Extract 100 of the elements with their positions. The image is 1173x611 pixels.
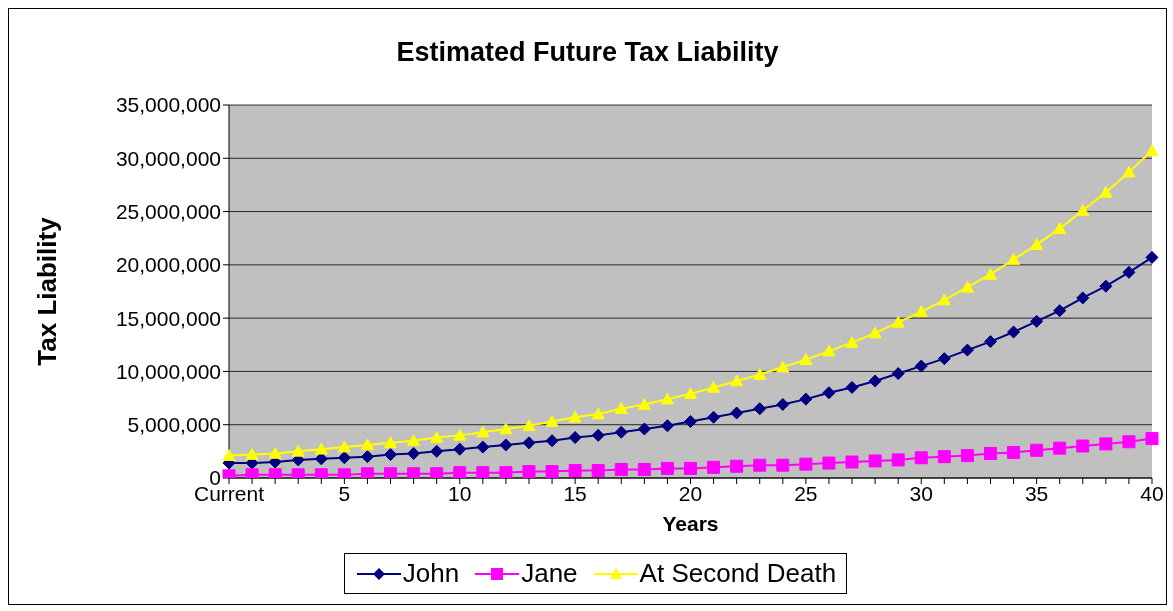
y-tick-label: 35,000,000 <box>115 93 221 117</box>
point <box>222 449 236 461</box>
x-tick-label: 5 <box>338 481 351 505</box>
point <box>337 451 351 465</box>
point <box>384 467 398 478</box>
point <box>753 402 767 416</box>
point <box>776 397 790 411</box>
point <box>983 335 997 349</box>
point <box>545 434 559 448</box>
y-axis-title: Tax Liability <box>32 216 63 366</box>
point <box>568 464 582 478</box>
point <box>499 438 513 452</box>
point <box>1122 435 1136 449</box>
point <box>268 468 282 478</box>
point <box>1007 325 1021 339</box>
point <box>591 407 605 420</box>
point <box>568 410 582 423</box>
point <box>891 367 905 381</box>
point <box>1007 253 1021 265</box>
point <box>407 446 421 460</box>
point <box>914 359 928 373</box>
point <box>937 352 951 366</box>
point <box>499 466 513 478</box>
point <box>891 453 905 467</box>
point <box>730 459 744 473</box>
point <box>407 434 421 446</box>
point <box>1076 204 1090 216</box>
point <box>384 436 398 449</box>
point <box>799 353 813 366</box>
point <box>476 425 490 438</box>
point <box>360 467 374 478</box>
point <box>1030 314 1044 328</box>
y-tick-label: 25,000,000 <box>115 200 221 224</box>
point <box>614 425 628 439</box>
point <box>522 419 536 432</box>
point <box>545 415 559 427</box>
point <box>914 305 928 318</box>
point <box>891 315 905 328</box>
point <box>1076 291 1090 305</box>
point <box>707 380 721 393</box>
x-tick-label: 30 <box>909 481 933 505</box>
y-tick-label: 15,000,000 <box>115 306 221 330</box>
point <box>1099 279 1113 293</box>
point <box>799 392 813 406</box>
legend-label: John <box>402 558 460 589</box>
legend-label: At Second Death <box>639 558 837 589</box>
x-tick-label: 40 <box>1140 481 1164 505</box>
point <box>937 293 951 306</box>
point <box>730 374 744 387</box>
x-tick-label: 25 <box>794 481 818 505</box>
point <box>983 267 997 280</box>
point <box>291 444 305 457</box>
point <box>430 467 444 478</box>
point <box>960 280 974 293</box>
point <box>707 460 721 474</box>
point <box>245 448 259 460</box>
point <box>614 402 628 415</box>
point <box>845 336 859 348</box>
point <box>1030 238 1044 250</box>
point <box>822 456 836 470</box>
point <box>660 461 674 475</box>
point <box>684 415 697 429</box>
point <box>499 422 513 435</box>
y-tick-label: 10,000,000 <box>115 359 221 383</box>
point <box>314 452 328 466</box>
point <box>845 380 859 394</box>
point <box>937 450 951 464</box>
point <box>453 428 467 441</box>
point <box>776 360 790 373</box>
point <box>430 444 444 458</box>
point <box>707 410 721 424</box>
point <box>384 448 398 462</box>
point <box>1053 222 1067 234</box>
point <box>337 440 351 453</box>
point <box>1145 432 1159 446</box>
point <box>660 419 674 433</box>
x-tick-label: 10 <box>448 481 472 505</box>
point <box>637 397 651 410</box>
point <box>476 440 490 454</box>
point <box>614 462 628 476</box>
point <box>545 465 559 478</box>
point <box>753 368 767 380</box>
point <box>730 406 744 420</box>
point <box>868 454 882 468</box>
point <box>637 462 651 476</box>
y-tick-label: 5,000,000 <box>127 413 221 437</box>
point <box>960 449 974 463</box>
point <box>453 466 467 478</box>
point <box>684 461 697 475</box>
point <box>453 442 467 456</box>
point <box>868 326 882 339</box>
point <box>1007 445 1021 459</box>
point <box>1076 439 1090 453</box>
point <box>476 466 490 478</box>
y-tick-label: 30,000,000 <box>115 146 221 170</box>
x-tick-label: 15 <box>563 481 587 505</box>
point <box>430 431 444 443</box>
point <box>684 387 697 400</box>
point <box>1122 265 1136 279</box>
point <box>407 467 421 478</box>
